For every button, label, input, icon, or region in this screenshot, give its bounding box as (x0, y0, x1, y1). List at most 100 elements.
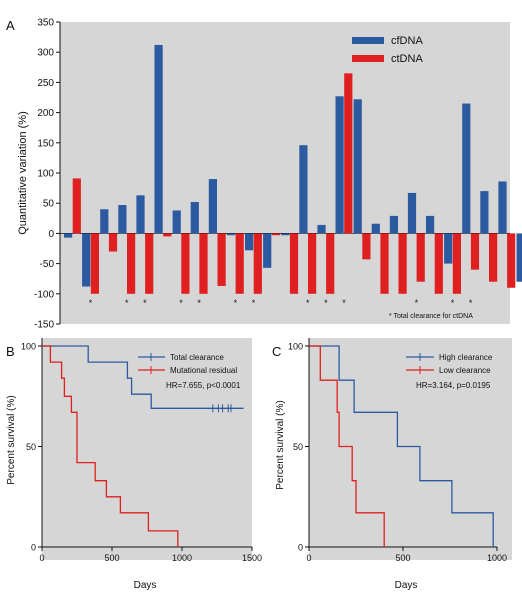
bar-cfdna-13 (281, 233, 290, 236)
clearance-footnote: * Total clearance for ctDNA (389, 313, 473, 320)
legend-label-mutational-residual: Mutational residual (170, 366, 237, 375)
x-tick-label: 1000 (172, 553, 192, 563)
clearance-star: * (89, 298, 93, 308)
panel-b-x-axis-label: Days (134, 580, 157, 591)
y-tick-label: 300 (37, 48, 54, 59)
bar-ctdna-1 (72, 178, 81, 234)
bar-cfdna-3 (100, 209, 109, 234)
panel-a-clearance-marks: * * * * * * * * * * * * * (89, 298, 473, 308)
legend-label-total-clearance: Total clearance (170, 353, 224, 362)
y-tick-label: 100 (37, 169, 54, 180)
clearance-star: * (179, 298, 183, 308)
legend-swatch-ctdna (352, 55, 384, 62)
panel-c-hazard-ratio: HR=3.164, p=0.0195 (416, 381, 491, 390)
bar-ctdna-5 (145, 233, 154, 294)
bar-cfdna-24 (480, 191, 489, 234)
panel-c-plot-area (309, 338, 512, 560)
y-tick-label: 50 (43, 199, 55, 210)
bar-ctdna-15 (326, 233, 335, 294)
panel-a: A Quantitative variation (%) -150 -100 -50… (6, 18, 522, 331)
bar-cfdna-8 (190, 201, 199, 234)
panel-b-curves (42, 345, 244, 547)
bar-ctdna-9 (217, 233, 226, 286)
panel-c-x-axis-label: Days (395, 580, 418, 591)
bar-ctdna-6 (163, 233, 172, 237)
bar-ctdna-16 (344, 73, 353, 234)
y-tick-label: -100 (34, 289, 54, 300)
panel-b-legend: Total clearance Mutational residual (138, 353, 237, 375)
bar-ctdna-13 (289, 233, 299, 294)
bar-cfdna-21 (426, 215, 435, 234)
clearance-star: * (469, 298, 473, 308)
x-tick-label: 500 (395, 553, 410, 563)
bar-cfdna-15 (317, 224, 326, 234)
x-tick-label: 0 (306, 553, 311, 563)
bar-cfdna-14 (299, 145, 308, 234)
panel-c-letter: C (272, 344, 281, 359)
legend: cfDNA ctDNA (352, 35, 423, 65)
clearance-star: * (197, 298, 201, 308)
bar-ctdna-4 (127, 233, 136, 294)
legend-swatch-cfdna (352, 37, 384, 44)
bar-ctdna-8 (199, 233, 208, 294)
bar-cfdna-23 (462, 103, 471, 234)
panel-b-hazard-ratio: HR=7.655, p<0.0001 (166, 381, 241, 390)
panel-a-bars (64, 44, 522, 294)
bar-ctdna-21 (434, 233, 443, 294)
bar-ctdna-23 (470, 233, 480, 270)
survival-curve-total-clearance (42, 345, 244, 409)
bar-cfdna-9 (208, 179, 217, 234)
clearance-star: * (306, 298, 310, 308)
y-tick-label: 250 (37, 78, 54, 89)
y-tick-label: -50 (40, 259, 55, 270)
y-tick-label: 200 (37, 108, 54, 119)
panel-c-curves (309, 345, 494, 547)
y-tick-label: 100 (288, 342, 303, 352)
legend-label-cfdna: cfDNA (391, 35, 423, 47)
clearance-star: * (415, 298, 419, 308)
panel-b-y-axis-label: Percent survival (%) (6, 395, 17, 484)
panel-c-legend: High clearance Low clearance (406, 353, 493, 375)
y-tick-label: 50 (26, 442, 36, 452)
bar-ctdna-22 (452, 233, 461, 294)
clearance-star: * (125, 298, 129, 308)
bar-ctdna-18 (380, 233, 389, 294)
bar-cfdna-11 (245, 233, 254, 251)
bar-cfdna-1 (64, 233, 73, 238)
bar-ctdna-17 (362, 233, 371, 260)
bar-cfdna-22 (444, 233, 453, 264)
bar-cfdna-20 (407, 192, 417, 234)
bar-ctdna-7 (181, 233, 190, 294)
bar-cfdna-5 (136, 195, 145, 234)
y-tick-label: 100 (21, 342, 36, 352)
x-tick-label: 0 (39, 553, 44, 563)
clearance-star: * (451, 298, 455, 308)
y-tick-label: 350 (37, 18, 54, 29)
panel-a-letter: A (6, 18, 15, 33)
y-tick-label: 0 (298, 543, 303, 553)
x-tick-label: 500 (104, 553, 119, 563)
survival-curve-mutational-residual (42, 345, 179, 547)
y-tick-label: 0 (48, 229, 54, 240)
bar-ctdna-3 (108, 233, 118, 252)
bar-ctdna-19 (398, 233, 407, 294)
panel-a-y-axis-label: Quantitative variation (%) (17, 111, 29, 235)
bar-cfdna-26 (516, 233, 522, 282)
legend-label-ctdna: ctDNA (391, 53, 423, 65)
clearance-star: * (324, 298, 328, 308)
x-tick-label: 1500 (242, 553, 262, 563)
clearance-star: * (234, 298, 238, 308)
bar-cfdna-10 (226, 233, 236, 236)
panel-c-y-axis-label: Percent survival (%) (275, 400, 286, 489)
bar-ctdna-10 (235, 233, 244, 294)
bar-cfdna-18 (371, 223, 380, 234)
clearance-star: * (143, 298, 147, 308)
bar-ctdna-14 (308, 233, 317, 294)
bar-ctdna-12 (271, 233, 280, 236)
survival-curve-high-clearance (309, 345, 494, 547)
